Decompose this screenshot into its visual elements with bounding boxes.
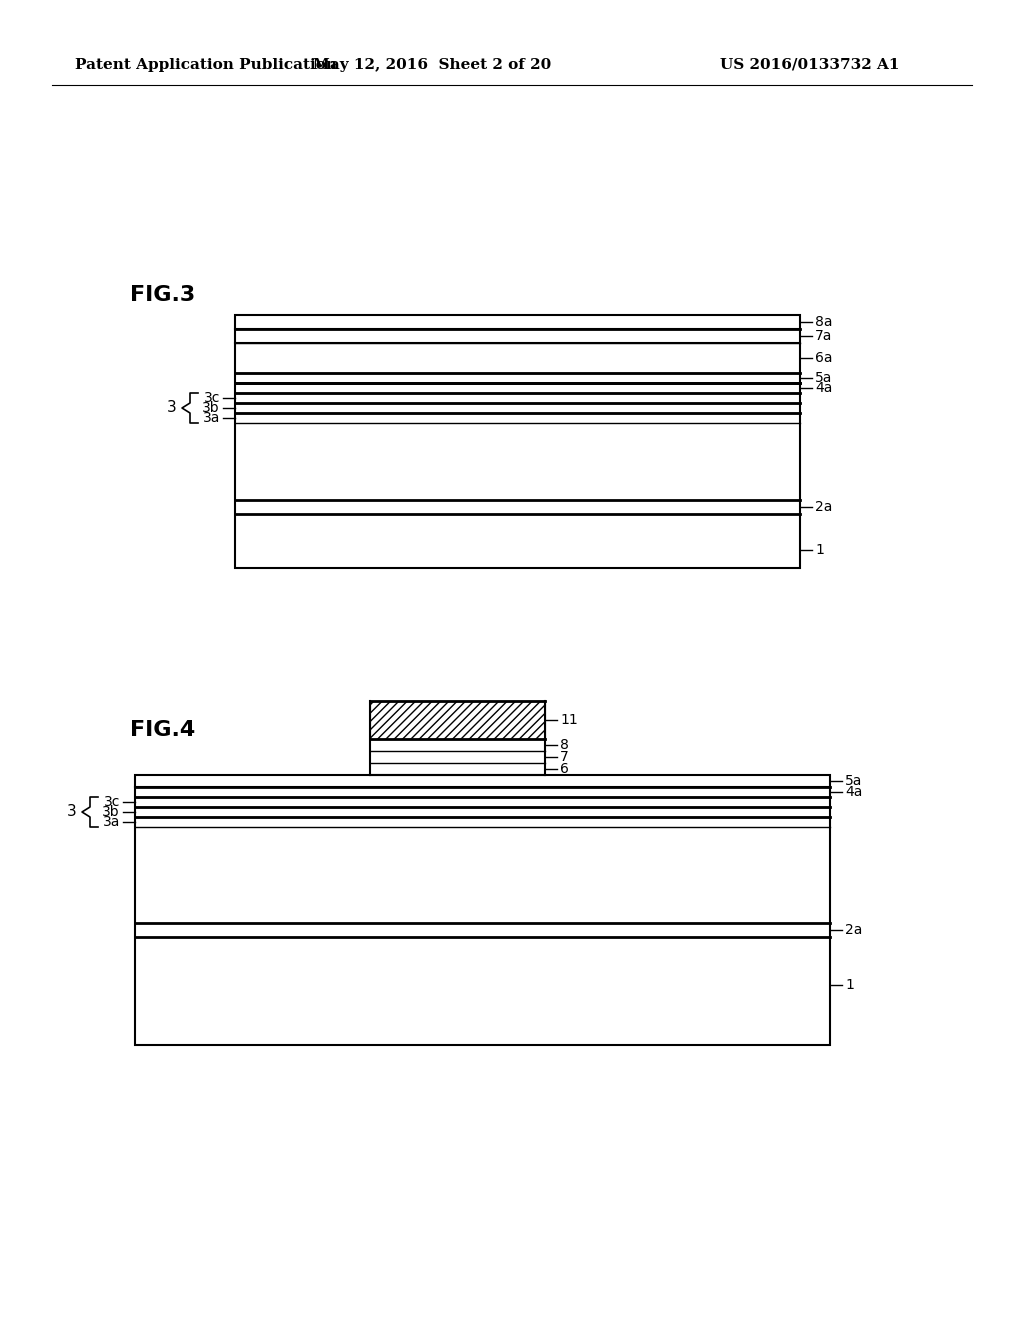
Text: 3: 3 <box>167 400 177 416</box>
Text: 5a: 5a <box>815 371 833 385</box>
Text: 8a: 8a <box>815 315 833 329</box>
Text: 8: 8 <box>560 738 569 752</box>
Bar <box>370 701 545 739</box>
Text: 4a: 4a <box>815 381 833 395</box>
Text: 11: 11 <box>560 713 578 727</box>
Text: 3b: 3b <box>203 401 220 414</box>
Text: 1: 1 <box>815 543 824 557</box>
Text: 3b: 3b <box>102 805 120 818</box>
Bar <box>135 775 830 1045</box>
Text: 3a: 3a <box>203 411 220 425</box>
Text: 6a: 6a <box>815 351 833 366</box>
Text: 2a: 2a <box>845 923 862 937</box>
Text: 2a: 2a <box>815 500 833 513</box>
Text: FIG.4: FIG.4 <box>130 719 196 741</box>
Text: 3c: 3c <box>204 391 220 405</box>
Bar <box>234 315 800 568</box>
Text: 4a: 4a <box>845 785 862 799</box>
Text: May 12, 2016  Sheet 2 of 20: May 12, 2016 Sheet 2 of 20 <box>313 58 551 73</box>
Text: 3: 3 <box>68 804 77 820</box>
Text: 1: 1 <box>845 978 854 993</box>
Text: FIG.3: FIG.3 <box>130 285 196 305</box>
Text: 6: 6 <box>560 762 569 776</box>
Text: 7a: 7a <box>815 329 833 343</box>
Text: 7: 7 <box>560 750 568 764</box>
Text: Patent Application Publication: Patent Application Publication <box>75 58 337 73</box>
Text: US 2016/0133732 A1: US 2016/0133732 A1 <box>721 58 900 73</box>
Text: 3c: 3c <box>103 795 120 809</box>
Text: 3a: 3a <box>102 814 120 829</box>
Text: 5a: 5a <box>845 774 862 788</box>
